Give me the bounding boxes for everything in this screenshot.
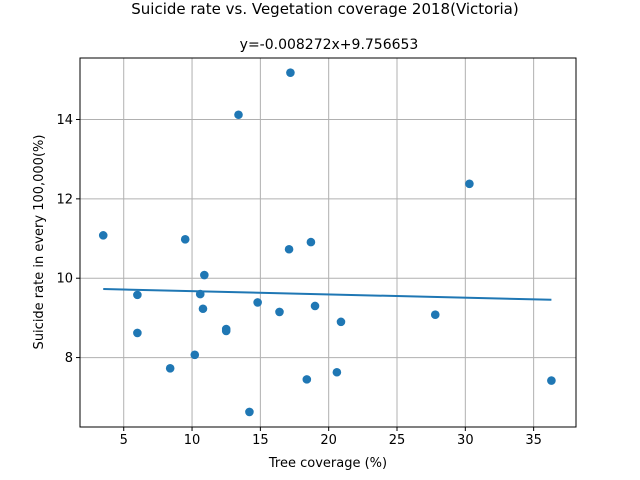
y-tick-label: 8 <box>65 351 73 366</box>
chart-title: Suicide rate vs. Vegetation coverage 201… <box>131 0 518 18</box>
data-point <box>430 310 440 320</box>
grid-lines <box>80 58 576 427</box>
data-point <box>286 68 295 77</box>
plot-area <box>80 58 576 427</box>
data-point <box>310 301 320 311</box>
x-tick-label: 15 <box>252 433 269 448</box>
data-point <box>200 270 209 280</box>
data-point <box>547 376 556 385</box>
data-point <box>336 317 346 327</box>
data-point <box>234 110 243 120</box>
data-point <box>198 304 208 314</box>
data-point <box>465 179 474 189</box>
y-tick-label: 14 <box>56 113 73 128</box>
x-tick-label: 30 <box>457 433 474 448</box>
regression-line-group <box>103 288 552 301</box>
data-point <box>133 328 142 338</box>
data-point <box>245 407 254 417</box>
x-tick-label: 25 <box>389 433 406 448</box>
data-point <box>332 367 342 377</box>
y-tick-label: 12 <box>56 192 73 207</box>
x-axis-label: Tree coverage (%) <box>268 456 387 471</box>
data-point <box>302 375 312 384</box>
x-tick-label: 10 <box>184 433 201 448</box>
chart-subtitle: y=-0.008272x+9.756653 <box>240 37 419 53</box>
data-point <box>253 298 262 307</box>
x-tick-label: 20 <box>320 433 337 448</box>
y-axis-label: Suicide rate in every 100,000(%) <box>32 135 47 350</box>
data-point <box>284 244 294 254</box>
data-point <box>98 231 108 240</box>
data-points <box>98 68 556 417</box>
data-point <box>165 363 175 373</box>
regression-line <box>103 288 552 301</box>
x-tick-label: 35 <box>525 433 542 448</box>
data-point <box>221 326 231 336</box>
y-tick-label: 10 <box>56 272 73 287</box>
data-point <box>195 289 205 299</box>
axis-ticks: 5 10 15 20 25 30 35 8 10 12 14 <box>56 113 541 448</box>
data-point <box>180 235 190 244</box>
data-point <box>275 307 284 317</box>
data-point <box>190 350 200 360</box>
data-point <box>133 290 142 300</box>
x-tick-label: 5 <box>120 433 128 448</box>
plot-frame <box>79 57 577 428</box>
data-point <box>306 237 316 247</box>
